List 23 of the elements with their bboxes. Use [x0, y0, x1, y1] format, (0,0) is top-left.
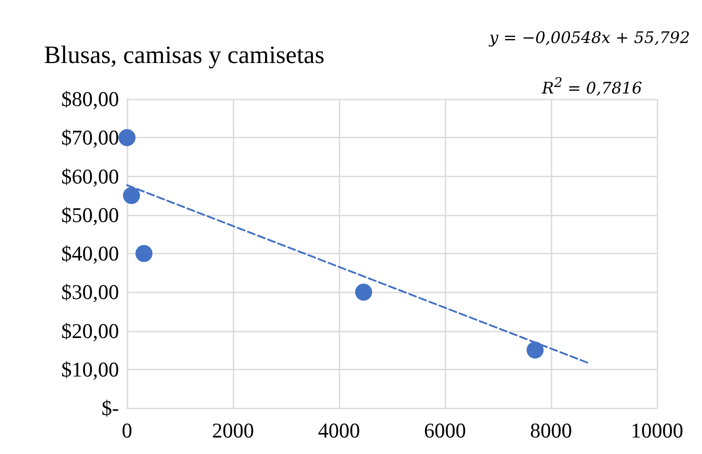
y-tick-label: $40,00: [61, 242, 119, 266]
y-tick-label: $50,00: [61, 202, 119, 227]
chart-title: Blusas, camisas y camisetas: [44, 42, 324, 70]
point: [526, 342, 544, 359]
y-tick-label: $30,00: [61, 280, 119, 304]
x-tick-label: 4000: [318, 418, 360, 442]
point: [135, 245, 152, 262]
x-tick-label: 2000: [212, 418, 254, 442]
point: [355, 284, 372, 301]
y-tick-label: $80,00: [61, 87, 119, 111]
text: R$^{2}$ = 0,7816: [542, 76, 642, 98]
x-tick-label: 6000: [424, 418, 466, 442]
y-tick-label: $20,00: [61, 318, 119, 343]
y-tick-label: $70,00: [61, 126, 119, 150]
x-tick-label: 0: [122, 418, 132, 442]
x-tick-label: 10000: [630, 418, 684, 442]
y-tick-label: $10,00: [61, 357, 119, 382]
point: [118, 129, 136, 146]
x-tick-label: 8000: [530, 418, 572, 442]
y-tick-label: $-: [102, 396, 119, 420]
point: [123, 187, 140, 204]
y-tick-label: $60,00: [61, 164, 119, 188]
text: y = −0,00548x + 55,792: [489, 28, 690, 47]
